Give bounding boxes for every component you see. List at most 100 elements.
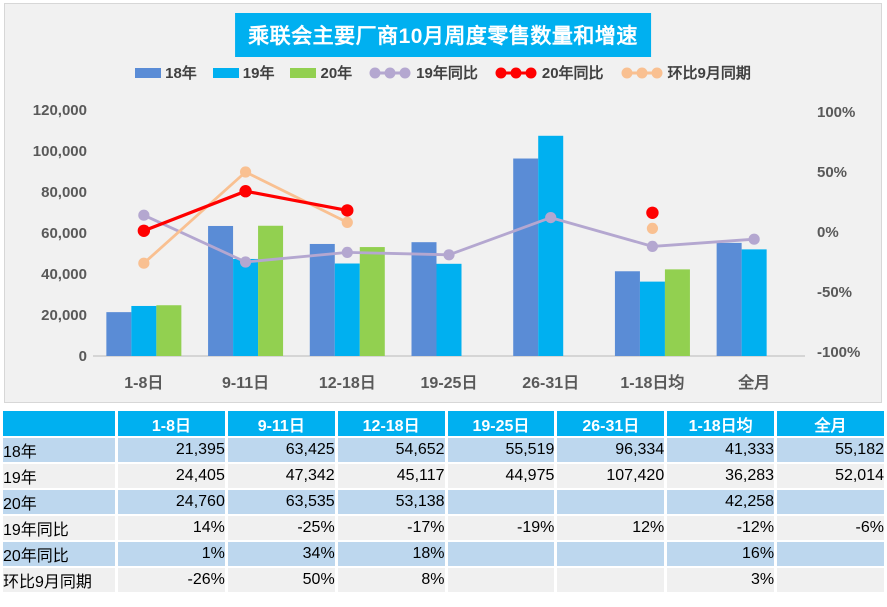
legend-label: 19年: [242, 65, 275, 82]
table-cell: 42,258: [667, 490, 775, 514]
bar-19年-1[interactable]: [233, 258, 259, 356]
marker-环比9月同期-2[interactable]: [341, 216, 353, 228]
table-cell: [447, 568, 555, 592]
combo-chart: 0 20,000 40,000 60,000 80,000 100,000 120,000 1…: [33, 102, 861, 392]
table-cell: [777, 490, 884, 514]
x-axis-label: 26-31日: [522, 374, 579, 392]
left-axis-tick: 80,000: [41, 184, 87, 201]
bar-18年-0[interactable]: [106, 312, 132, 356]
bar-18年-5[interactable]: [614, 271, 640, 356]
bar-19年-5[interactable]: [639, 281, 665, 356]
table-cell: 36,283: [667, 464, 775, 488]
table-cell: 24,760: [118, 490, 225, 514]
table-cell: [777, 542, 884, 566]
table-cell: 53,138: [337, 490, 445, 514]
bar-18年-3[interactable]: [411, 242, 437, 356]
bar-19年-3[interactable]: [436, 263, 462, 356]
legend-line-swatch: [369, 67, 411, 78]
legend-item-4: 20年同比: [494, 62, 604, 83]
marker-20年同比-0[interactable]: [137, 224, 151, 237]
table-cell: 34%: [227, 542, 335, 566]
left-axis-tick: 20,000: [41, 307, 87, 324]
x-axis-label: 19-25日: [421, 374, 478, 392]
marker-19年同比-1[interactable]: [239, 256, 252, 268]
table-cell: 45,117: [337, 464, 445, 488]
table-cell: [777, 568, 884, 592]
table-cell: 47,342: [227, 464, 335, 488]
table-cell: [447, 542, 555, 566]
table-cell: 96,334: [557, 438, 665, 462]
bar-19年-2[interactable]: [334, 263, 360, 356]
table-row-20年: 20年 24,760 63,535 53,138 42,258: [3, 490, 884, 514]
legend-label: 环比9月同期: [667, 65, 751, 82]
x-axis-label: 全月: [737, 373, 770, 392]
table-cell: 8%: [337, 568, 445, 592]
row-label: 20年同比: [3, 542, 115, 566]
marker-19年同比-6[interactable]: [748, 233, 760, 245]
marker-19年同比-5[interactable]: [646, 240, 659, 252]
table-header-12-18日: 12-18日: [337, 411, 445, 436]
table-cell: [557, 490, 665, 514]
marker-19年同比-2[interactable]: [341, 246, 353, 258]
table-header-全月: 全月: [777, 411, 884, 436]
table-row-环比9月同期: 环比9月同期 -26% 50% 8% 3%: [3, 568, 884, 592]
marker-20年同比-2[interactable]: [341, 204, 354, 217]
table-cell: 12%: [557, 516, 665, 540]
bar-20年-0[interactable]: [156, 305, 182, 356]
bar-18年-2[interactable]: [309, 243, 335, 356]
table-cell: 14%: [118, 516, 225, 540]
legend-bar-swatch: [290, 67, 317, 78]
right-axis-tick: 50%: [817, 164, 847, 181]
table-row-19年: 19年 24,405 47,342 45,117 44,975 107,420 36,283…: [3, 464, 884, 488]
table-cell: 55,182: [777, 438, 884, 462]
table-header-26-31日: 26-31日: [557, 411, 665, 436]
bar-18年-4[interactable]: [513, 158, 539, 356]
x-axis-label: 9-11日: [222, 374, 269, 392]
marker-20年同比-1[interactable]: [239, 185, 252, 198]
legend-label: 20年: [320, 65, 353, 82]
legend-bar-swatch: [212, 67, 239, 78]
table-cell: -26%: [118, 568, 225, 592]
table-header-19-25日: 19-25日: [447, 411, 555, 436]
table-header-9-11日: 9-11日: [227, 411, 335, 436]
left-axis-tick: 40,000: [41, 266, 87, 283]
bar-18年-6[interactable]: [716, 242, 742, 356]
marker-环比9月同期-1[interactable]: [239, 166, 252, 178]
table-cell: -17%: [337, 516, 445, 540]
legend-label: 20年同比: [541, 65, 604, 82]
bar-19年-6[interactable]: [741, 249, 767, 356]
chart-title: 乘联会主要厂商10月周度零售数量和增速: [235, 13, 651, 57]
marker-19年同比-3[interactable]: [443, 249, 455, 261]
bar-19年-0[interactable]: [131, 305, 157, 356]
table-cell: 24,405: [118, 464, 225, 488]
table-cell: 55,519: [447, 438, 555, 462]
table-cell: 18%: [337, 542, 445, 566]
table-cell: 54,652: [337, 438, 445, 462]
table-cell: 44,975: [447, 464, 555, 488]
marker-环比9月同期-0[interactable]: [138, 257, 150, 269]
legend-item-0: 18年: [135, 62, 197, 83]
bar-20年-2[interactable]: [359, 247, 385, 356]
marker-19年同比-4[interactable]: [545, 212, 557, 224]
bar-19年-4[interactable]: [538, 135, 564, 356]
left-axis-tick: 120,000: [33, 102, 87, 119]
chart-panel: 0 20,000 40,000 60,000 80,000 100,000 120,000 1…: [4, 3, 882, 403]
table-row-18年: 18年 21,395 63,425 54,652 55,519 96,334 41,333 5…: [3, 438, 884, 462]
table-cell: 1%: [118, 542, 225, 566]
table-cell: -12%: [667, 516, 775, 540]
table-header-row: 1-8日 9-11日 12-18日 19-25日 26-31日 1-18日均 全月: [3, 411, 884, 436]
bar-20年-1[interactable]: [258, 225, 284, 356]
bar-20年-5[interactable]: [664, 269, 690, 356]
marker-20年同比-5[interactable]: [646, 206, 659, 219]
legend-item-5: 环比9月同期: [620, 62, 751, 83]
table-cell: 50%: [227, 568, 335, 592]
table-cell: 3%: [667, 568, 775, 592]
marker-环比9月同期-5[interactable]: [646, 222, 659, 234]
legend-label: 19年同比: [416, 65, 478, 82]
right-axis-tick: 100%: [817, 104, 855, 121]
marker-19年同比-0[interactable]: [138, 209, 150, 221]
table-row-19年同比: 19年同比 14% -25% -17% -19% 12% -12% -6%: [3, 516, 884, 540]
table-header-1-8日: 1-8日: [118, 411, 225, 436]
table-cell: -25%: [227, 516, 335, 540]
table-header-corner: [3, 411, 115, 436]
